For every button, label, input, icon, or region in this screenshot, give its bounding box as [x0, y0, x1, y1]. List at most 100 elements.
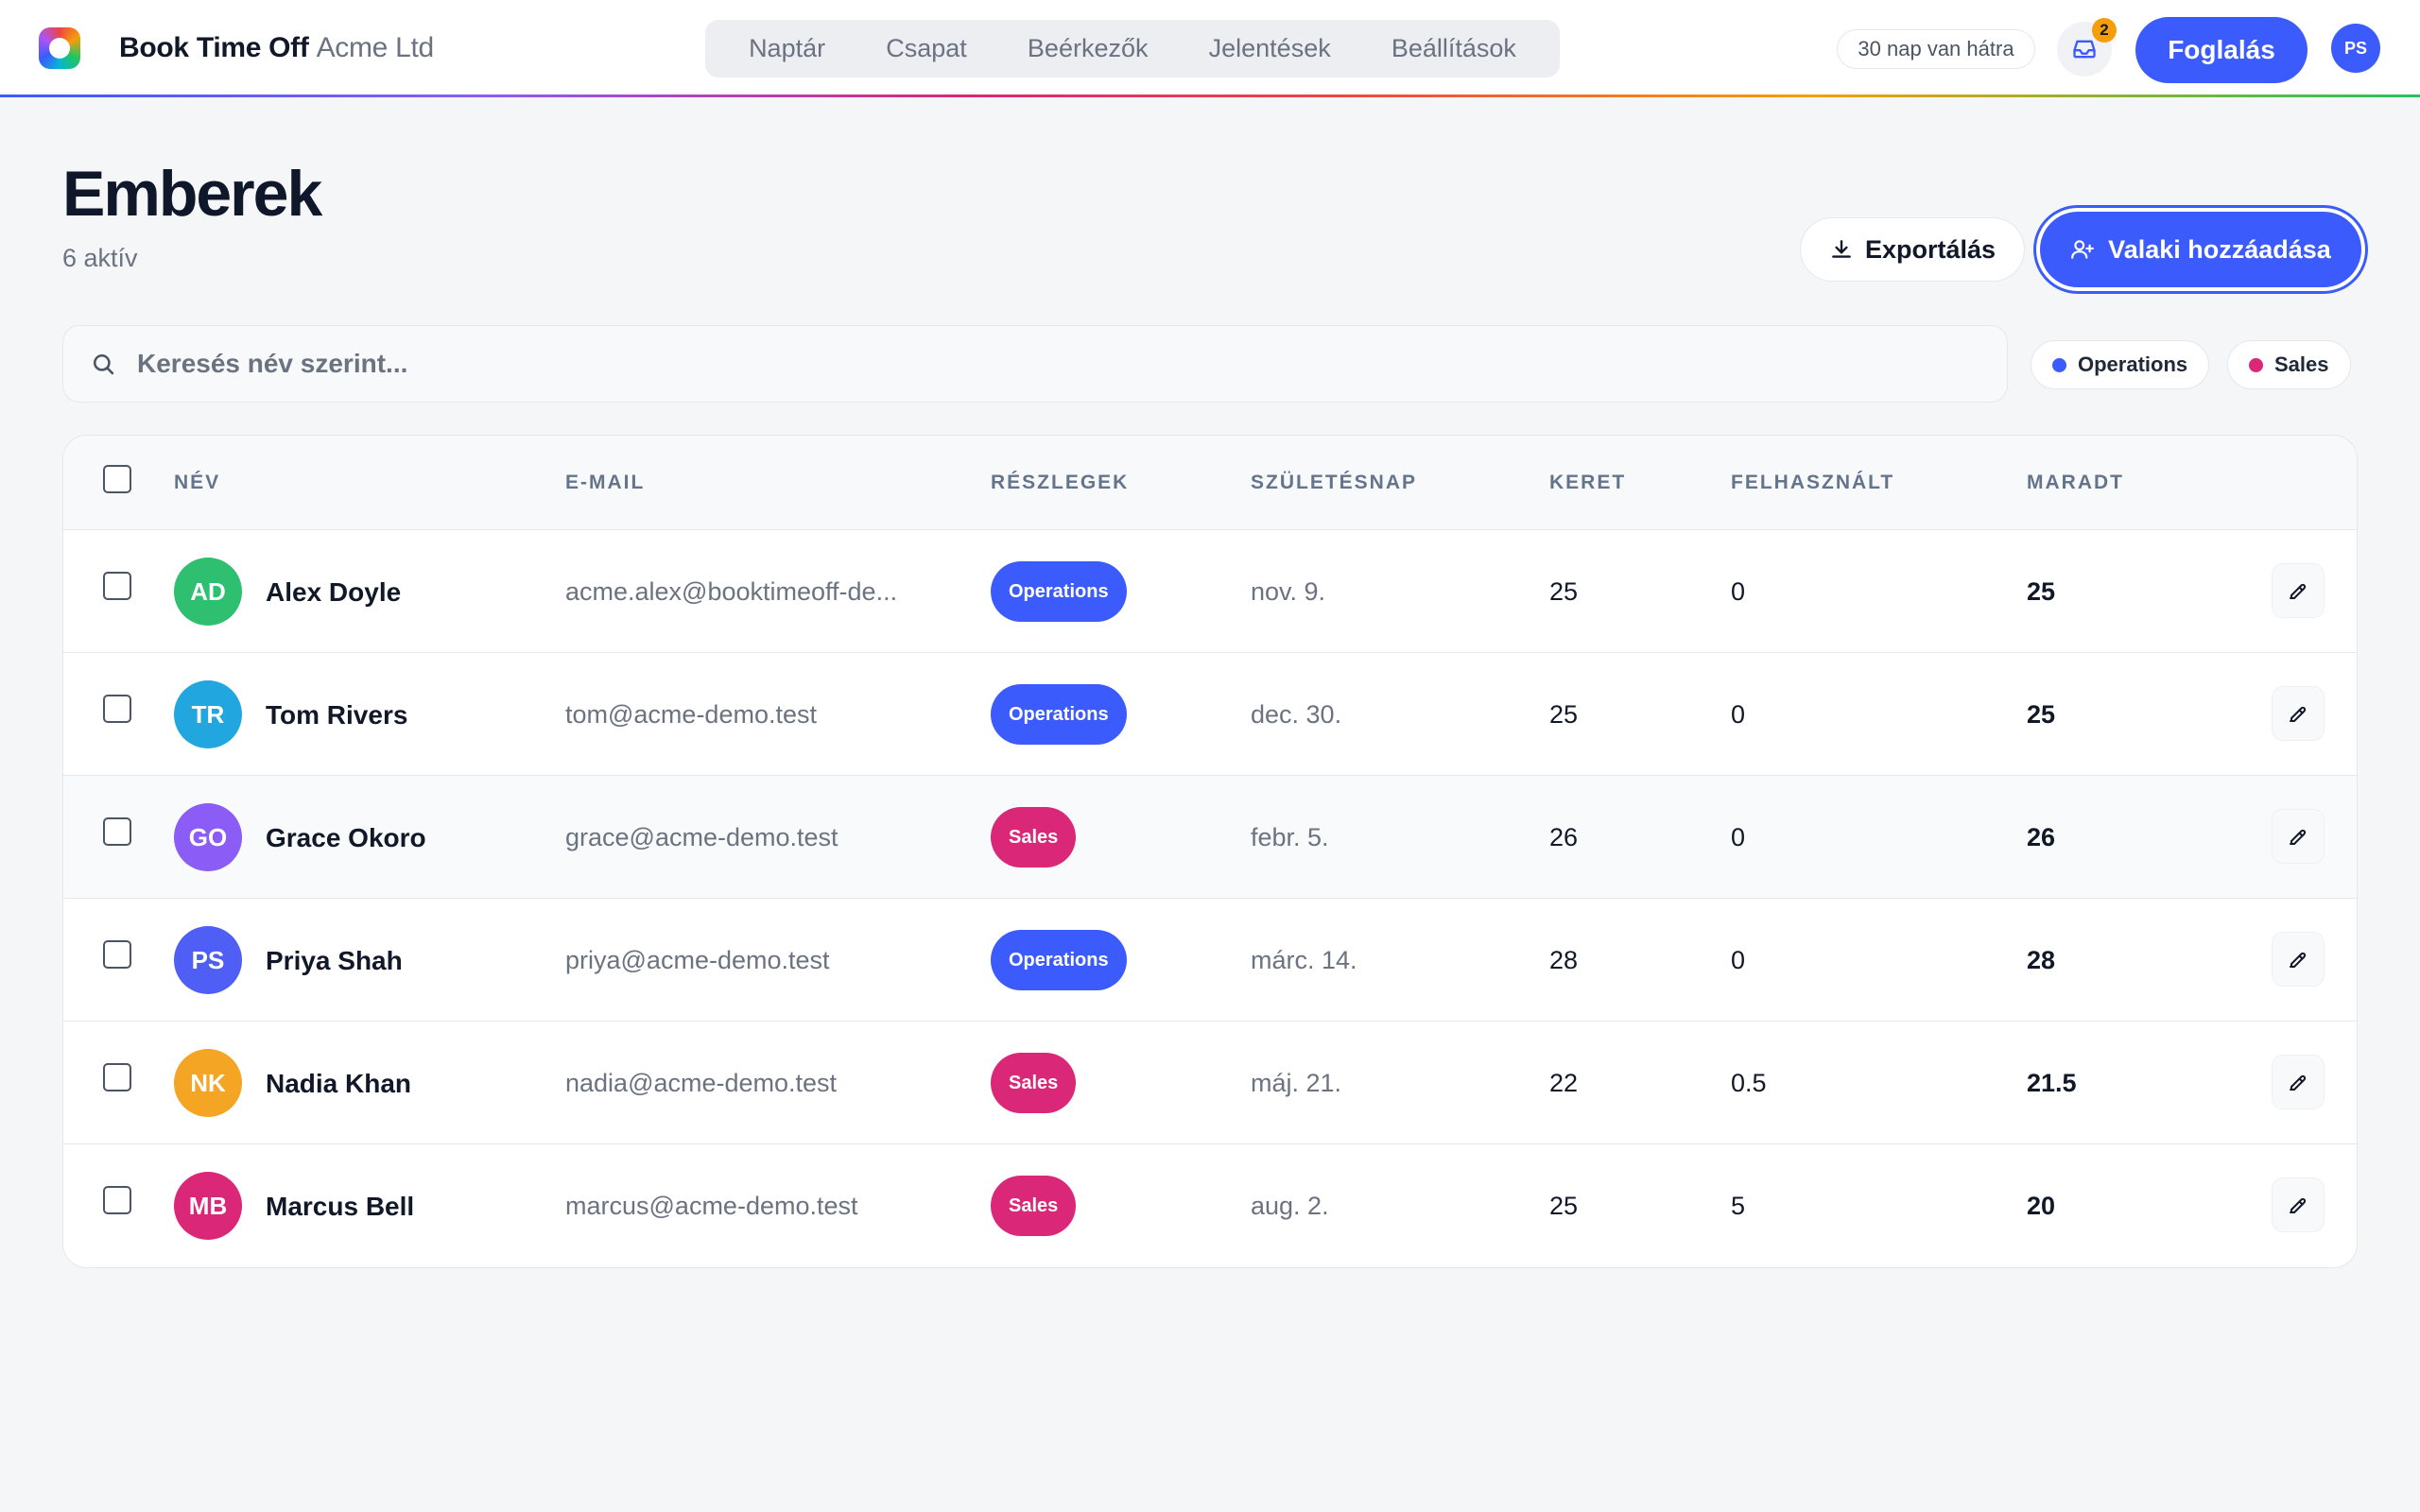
pencil-icon	[2290, 952, 2307, 968]
main-nav: Naptár Csapat Beérkezők Jelentések Beáll…	[705, 20, 1560, 77]
used-value: 0.5	[1731, 1069, 1767, 1097]
allowance-value: 26	[1549, 823, 1579, 851]
avatar: MB	[174, 1172, 242, 1240]
birthday: dec. 30.	[1251, 700, 1342, 729]
active-count: 6 aktív	[62, 244, 138, 272]
header-remaining[interactable]: MARADT	[2027, 472, 2124, 493]
table-row[interactable]: AD Alex Doyle acme.alex@booktimeoff-de..…	[63, 530, 2357, 653]
used-value: 0	[1731, 823, 1746, 851]
allowance-value: 22	[1549, 1069, 1579, 1097]
row-checkbox[interactable]	[103, 940, 131, 969]
table-row[interactable]: NK Nadia Khan nadia@acme-demo.test Sales…	[63, 1022, 2357, 1144]
department-badge: Operations	[991, 684, 1127, 745]
edit-button[interactable]	[2272, 809, 2325, 864]
person-email: grace@acme-demo.test	[565, 823, 838, 851]
nav-item-calendar[interactable]: Naptár	[749, 34, 826, 62]
export-button[interactable]: Exportálás	[1800, 217, 2025, 282]
person-name[interactable]: Nadia Khan	[266, 1069, 412, 1098]
search-icon	[93, 353, 114, 375]
remaining-value: 25	[2027, 700, 2056, 729]
remaining-value: 28	[2027, 946, 2056, 974]
pencil-icon	[2290, 583, 2307, 599]
nav-item-team[interactable]: Csapat	[886, 34, 967, 62]
edit-button[interactable]	[2272, 932, 2325, 987]
avatar: PS	[174, 926, 242, 994]
row-checkbox[interactable]	[103, 695, 131, 723]
person-email: nadia@acme-demo.test	[565, 1069, 838, 1097]
row-checkbox[interactable]	[103, 817, 131, 846]
filter-chip-sales[interactable]: Sales	[2227, 340, 2351, 389]
edit-button[interactable]	[2272, 686, 2325, 741]
header-allowance[interactable]: KERET	[1549, 472, 1627, 493]
table-row[interactable]: PS Priya Shah priya@acme-demo.test Opera…	[63, 899, 2357, 1022]
add-person-button[interactable]: Valaki hozzáadása	[2040, 212, 2361, 287]
nav-item-settings[interactable]: Beállítások	[1391, 34, 1516, 62]
app-logo-icon[interactable]	[39, 27, 80, 69]
filter-chip-label: Operations	[2078, 352, 2188, 376]
pencil-icon	[2290, 1197, 2307, 1213]
department-badge: Sales	[991, 1053, 1077, 1113]
allowance-value: 25	[1549, 700, 1579, 729]
edit-button[interactable]	[2272, 563, 2325, 618]
edit-button[interactable]	[2272, 1055, 2325, 1109]
row-checkbox[interactable]	[103, 572, 131, 600]
birthday: márc. 14.	[1251, 946, 1357, 974]
birthday: máj. 21.	[1251, 1069, 1342, 1097]
inbox-count-badge: 2	[2092, 18, 2117, 43]
used-value: 0	[1731, 577, 1746, 606]
allowance-value: 25	[1549, 577, 1579, 606]
used-value: 0	[1731, 946, 1746, 974]
header-name[interactable]: NÉV	[174, 472, 221, 493]
allowance-value: 25	[1549, 1192, 1579, 1220]
edit-button[interactable]	[2272, 1177, 2325, 1232]
nav-item-inbox[interactable]: Beérkezők	[1027, 34, 1149, 62]
filter-chip-label: Sales	[2274, 352, 2329, 376]
table-row[interactable]: GO Grace Okoro grace@acme-demo.test Sale…	[63, 776, 2357, 899]
user-avatar[interactable]: PS	[2331, 24, 2380, 73]
inbox-icon	[2073, 40, 2096, 59]
download-icon	[1832, 240, 1851, 258]
table-header: NÉV E-MAIL RÉSZLEGEK SZÜLETÉSNAP KERET F…	[63, 436, 2357, 530]
person-name[interactable]: Alex Doyle	[266, 577, 402, 607]
nav-item-reports[interactable]: Jelentések	[1208, 34, 1331, 62]
search-input[interactable]	[137, 349, 1933, 379]
user-plus-icon	[2071, 240, 2095, 259]
person-name[interactable]: Priya Shah	[266, 946, 403, 975]
row-checkbox[interactable]	[103, 1063, 131, 1091]
filter-chip-operations[interactable]: Operations	[2031, 340, 2210, 389]
person-email: tom@acme-demo.test	[565, 700, 817, 729]
org-name: Acme Ltd	[316, 32, 435, 63]
allowance-value: 28	[1549, 946, 1579, 974]
avatar: NK	[174, 1049, 242, 1117]
pencil-icon	[2290, 829, 2307, 845]
remaining-value: 26	[2027, 823, 2056, 851]
header-birthday[interactable]: SZÜLETÉSNAP	[1251, 472, 1418, 493]
add-person-label: Valaki hozzáadása	[2108, 234, 2331, 264]
sales-dot	[2249, 357, 2263, 372]
header-used[interactable]: FELHASZNÁLT	[1731, 472, 1895, 493]
person-name[interactable]: Marcus Bell	[266, 1192, 415, 1221]
top-bar-accent-line	[0, 94, 2420, 97]
people-table: NÉV E-MAIL RÉSZLEGEK SZÜLETÉSNAP KERET F…	[62, 435, 2358, 1268]
department-badge: Operations	[991, 561, 1127, 622]
trial-badge: 30 nap van hátra	[1837, 29, 2035, 69]
person-name[interactable]: Grace Okoro	[266, 823, 426, 852]
select-all-checkbox[interactable]	[103, 465, 131, 493]
avatar: AD	[174, 558, 242, 626]
birthday: febr. 5.	[1251, 823, 1329, 851]
remaining-value: 20	[2027, 1192, 2056, 1220]
header-departments[interactable]: RÉSZLEGEK	[991, 472, 1130, 493]
birthday: aug. 2.	[1251, 1192, 1329, 1220]
table-row[interactable]: TR Tom Rivers tom@acme-demo.test Operati…	[63, 653, 2357, 776]
avatar: TR	[174, 680, 242, 748]
department-badge: Operations	[991, 930, 1127, 990]
birthday: nov. 9.	[1251, 577, 1326, 606]
table-row[interactable]: MB Marcus Bell marcus@acme-demo.test Sal…	[63, 1144, 2357, 1267]
row-checkbox[interactable]	[103, 1186, 131, 1214]
department-badge: Sales	[991, 807, 1077, 868]
header-email[interactable]: E-MAIL	[565, 472, 646, 493]
search-bar	[62, 325, 2008, 403]
person-email: priya@acme-demo.test	[565, 946, 830, 974]
person-name[interactable]: Tom Rivers	[266, 700, 408, 730]
book-button[interactable]: Foglalás	[2135, 17, 2308, 83]
